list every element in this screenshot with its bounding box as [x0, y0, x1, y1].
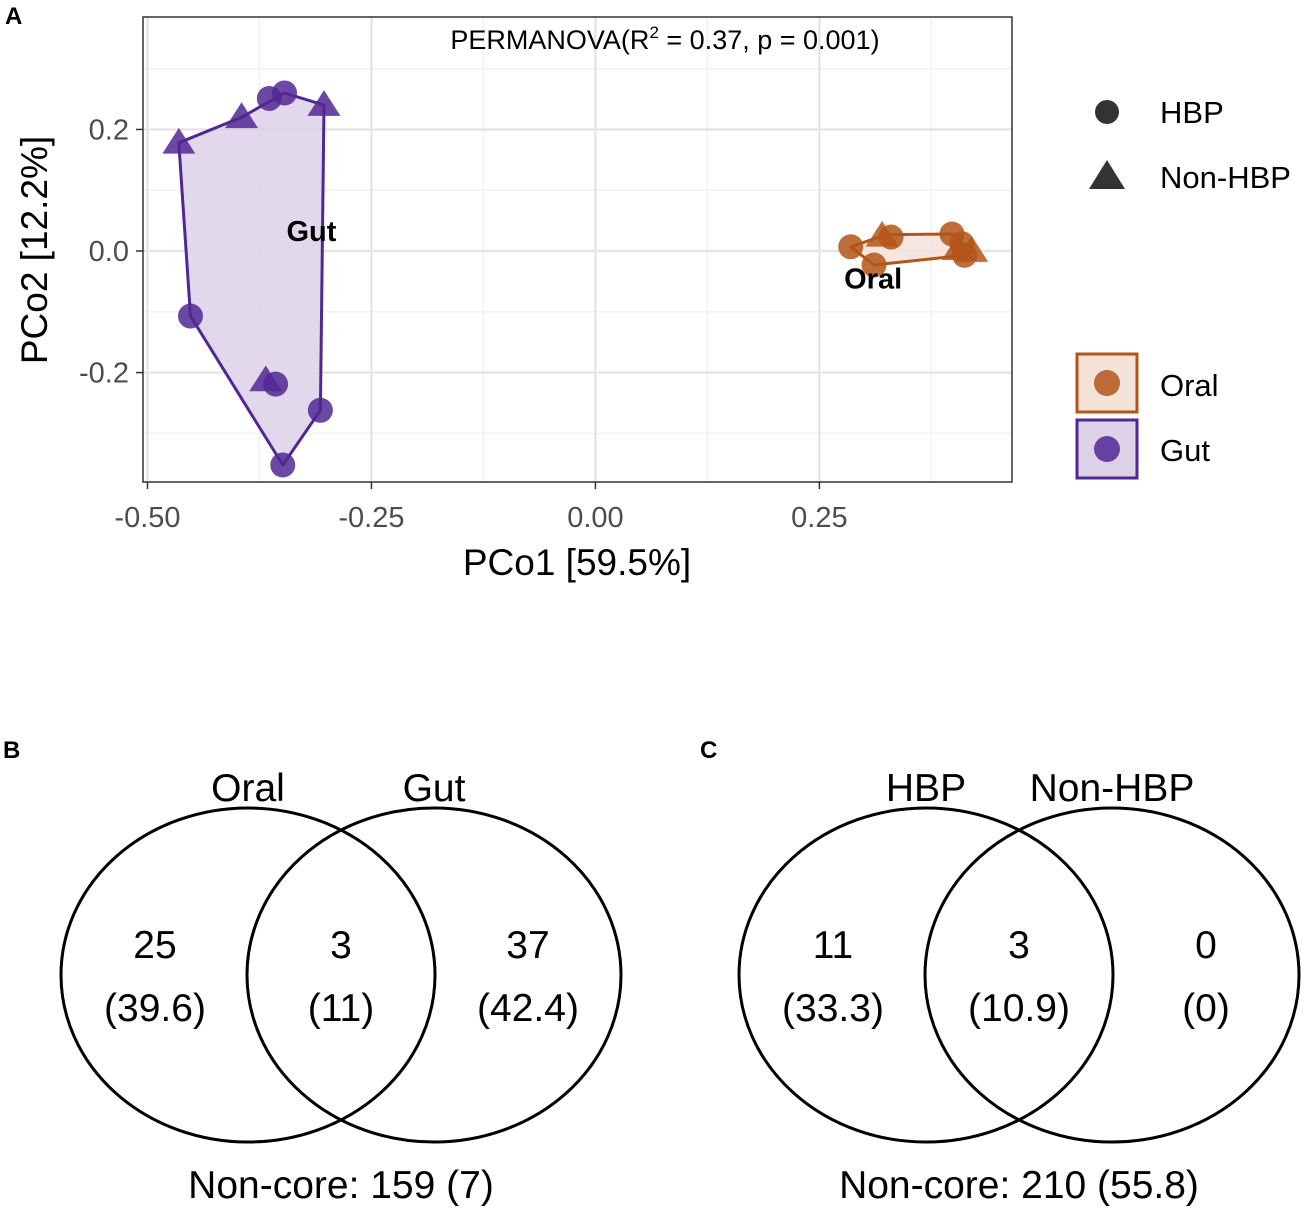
x-axis-title: PCo1 [59.5%]: [463, 542, 691, 583]
venn-noncore-label: Non-core: 210 (55.8): [839, 1164, 1199, 1207]
legend-dot-gut: [1094, 436, 1120, 462]
legend: HBP Non-HBP Oral Gut: [1075, 95, 1291, 480]
legend-label-hbp: HBP: [1160, 95, 1224, 130]
permanova-annotation: PERMANOVA(R2 = 0.37, p = 0.001): [450, 23, 879, 55]
legend-label-non-hbp: Non-HBP: [1160, 160, 1291, 195]
venn-hbp-nonhbp: HBP Non-HBP 11 (33.3) 3 (10.9) 0 (0) Non…: [737, 767, 1301, 1207]
y-tick-label: 0.2: [89, 114, 129, 146]
data-points: [162, 80, 989, 478]
point-oral-hbp: [952, 242, 978, 268]
plot-panel-border: [142, 16, 1013, 483]
panel-tag-a: A: [5, 3, 22, 30]
group-label-gut: Gut: [286, 216, 336, 248]
venn-pct-shared: (11): [308, 987, 374, 1030]
venn-pct-oral-only: (39.6): [104, 987, 206, 1030]
venn-set-label-gut: Gut: [403, 767, 466, 810]
point-gut-hbp: [307, 397, 333, 423]
venn-circle-gut: [245, 806, 623, 1144]
venn-count-shared: 3: [1008, 924, 1030, 967]
point-gut-hbp: [270, 452, 296, 478]
group-label-oral: Oral: [844, 263, 902, 295]
legend-label-oral: Oral: [1160, 368, 1219, 403]
legend-shape-circle: [1095, 100, 1119, 124]
y-tick-label: -0.2: [79, 358, 129, 390]
y-axis-title: PCo2 [12.2%]: [14, 136, 55, 364]
legend-label-gut: Gut: [1160, 433, 1210, 468]
axis-ticks: -0.50 -0.25 0.00 0.25 -0.2 0.0 0.2: [79, 114, 848, 534]
venn-count-shared: 3: [330, 924, 352, 967]
venn-noncore-label: Non-core: 159 (7): [188, 1164, 494, 1207]
legend-dot-oral: [1094, 370, 1120, 396]
venn-count-oral-only: 25: [133, 924, 176, 967]
point-gut-hbp: [177, 303, 203, 329]
venn-circle-oral: [59, 806, 437, 1144]
venn-set-label-oral: Oral: [211, 767, 285, 810]
venn-oral-gut: Oral Gut 25 (39.6) 3 (11) 37 (42.4) Non-…: [59, 767, 623, 1207]
venn-circle-non-hbp: [923, 806, 1301, 1144]
x-tick-label: -0.50: [114, 502, 180, 534]
venn-pct-non-hbp-only: (0): [1182, 987, 1230, 1030]
point-gut-hbp: [256, 85, 282, 111]
point-gut-non-hbp: [225, 102, 259, 129]
venn-set-label-hbp: HBP: [886, 767, 966, 810]
point-oral-hbp: [838, 234, 864, 260]
venn-circle-hbp: [737, 806, 1115, 1144]
x-tick-label: -0.25: [338, 502, 404, 534]
venn-set-label-non-hbp: Non-HBP: [1030, 767, 1195, 810]
legend-shape-triangle: [1089, 160, 1125, 189]
panel-tag-b: B: [3, 737, 20, 764]
y-tick-label: 0.0: [89, 236, 129, 268]
venn-count-non-hbp-only: 0: [1195, 924, 1217, 967]
panel-tag-c: C: [700, 737, 717, 764]
point-gut-non-hbp: [162, 127, 196, 154]
pcoa-plot: Gut Oral -0.50 -0.25 0.00 0.25 -0.2 0.0 0.2 PER…: [14, 16, 1013, 583]
venn-pct-gut-only: (42.4): [477, 987, 579, 1030]
point-oral-hbp: [878, 224, 904, 250]
point-oral-hbp: [861, 252, 887, 278]
venn-pct-shared: (10.9): [968, 987, 1070, 1030]
venn-count-hbp-only: 11: [813, 924, 854, 967]
group-labels: Gut Oral: [286, 216, 902, 295]
venn-count-gut-only: 37: [506, 924, 549, 967]
x-tick-label: 0.00: [567, 502, 623, 534]
point-gut-hbp: [263, 371, 289, 397]
venn-pct-hbp-only: (33.3): [782, 987, 884, 1030]
point-gut-non-hbp: [307, 90, 341, 116]
x-tick-label: 0.25: [791, 502, 847, 534]
